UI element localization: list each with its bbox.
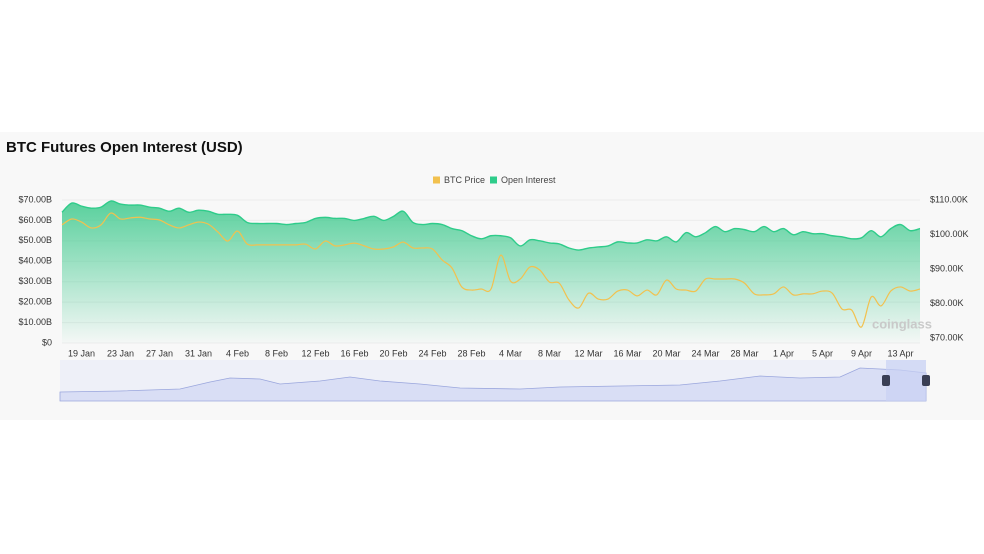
y-tick-label: $10.00B	[18, 317, 52, 327]
y2-tick-label: $90.00K	[930, 263, 964, 273]
watermark: coinglass	[872, 316, 932, 331]
x-tick-label: 28 Mar	[730, 348, 758, 358]
navigator[interactable]	[59, 360, 930, 402]
x-tick-label: 16 Mar	[613, 348, 641, 358]
legend-label: Open Interest	[501, 175, 556, 185]
x-tick-label: 13 Apr	[887, 348, 913, 358]
legend-swatch	[433, 176, 440, 184]
x-tick-label: 5 Apr	[812, 348, 833, 358]
x-tick-label: 24 Mar	[691, 348, 719, 358]
navigator-window	[886, 360, 926, 401]
y-tick-label: $50.00B	[18, 235, 52, 245]
y-tick-label: $70.00B	[18, 194, 52, 204]
y-tick-label: $60.00B	[18, 215, 52, 225]
x-tick-label: 12 Feb	[301, 348, 329, 358]
x-tick-label: 31 Jan	[185, 348, 212, 358]
y-tick-label: $40.00B	[18, 256, 52, 266]
navigator-handle[interactable]	[922, 375, 930, 386]
x-tick-label: 16 Feb	[340, 348, 368, 358]
x-tick-label: 4 Mar	[499, 348, 522, 358]
x-tick-label: 20 Mar	[652, 348, 680, 358]
x-tick-label: 28 Feb	[457, 348, 485, 358]
x-tick-label: 12 Mar	[574, 348, 602, 358]
x-tick-label: 8 Mar	[538, 348, 561, 358]
x-tick-label: 23 Jan	[107, 348, 134, 358]
y-tick-label: $0	[42, 337, 52, 347]
navigator-handle[interactable]	[882, 375, 890, 386]
x-tick-label: 19 Jan	[68, 348, 95, 358]
y2-tick-label: $70.00K	[930, 332, 964, 342]
x-tick-label: 9 Apr	[851, 348, 872, 358]
chart-title: BTC Futures Open Interest (USD)	[6, 139, 243, 156]
x-tick-label: 24 Feb	[418, 348, 446, 358]
legend-label: BTC Price	[444, 175, 485, 185]
y2-tick-label: $100.00K	[930, 229, 969, 239]
y-tick-label: $30.00B	[18, 276, 52, 286]
line	[61, 212, 921, 328]
y2-tick-label: $110.00K	[930, 194, 968, 204]
x-tick-label: 4 Feb	[226, 348, 249, 358]
x-tick-label: 27 Jan	[146, 348, 173, 358]
y2-tick-label: $80.00K	[930, 298, 964, 308]
x-tick-label: 20 Feb	[379, 348, 407, 358]
x-tick-label: 1 Apr	[773, 348, 794, 358]
x-tick-label: 8 Feb	[265, 348, 288, 358]
y-tick-label: $20.00B	[18, 297, 52, 307]
legend-swatch	[490, 176, 497, 184]
line	[61, 200, 921, 251]
area	[62, 200, 920, 343]
